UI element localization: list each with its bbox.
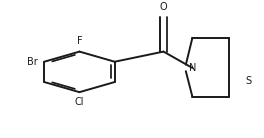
Text: F: F — [77, 36, 82, 46]
Text: O: O — [160, 2, 167, 12]
Text: N: N — [189, 63, 196, 73]
Text: S: S — [246, 76, 252, 86]
Text: Br: Br — [27, 57, 38, 67]
Text: Cl: Cl — [75, 97, 84, 107]
